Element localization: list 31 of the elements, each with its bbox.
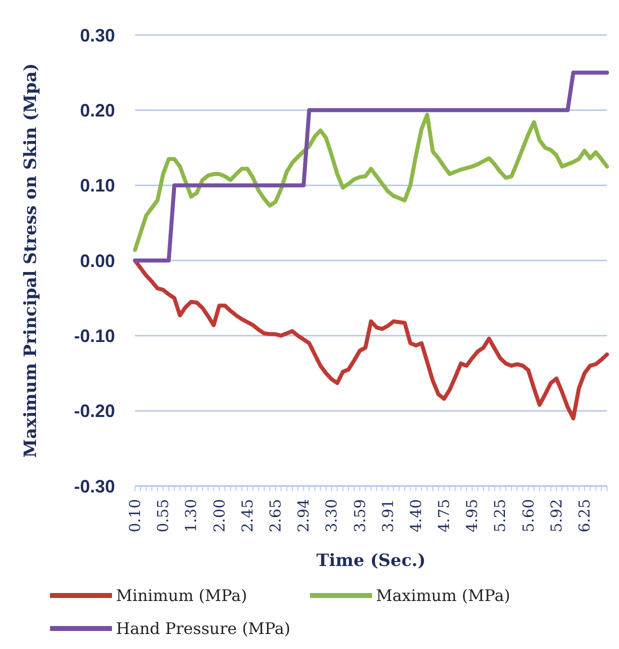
x-tick-label: 3.91	[378, 499, 397, 532]
y-tick-label: -0.30	[74, 476, 115, 496]
x-tick-label: 3.59	[350, 499, 369, 532]
x-tick-label: 6.25	[576, 499, 594, 532]
y-tick-label: 0.20	[80, 100, 115, 121]
legend-label: Hand Pressure (MPa)	[116, 619, 290, 638]
x-tick-label: 4.40	[406, 499, 425, 532]
y-tick-label: 0.00	[80, 250, 115, 271]
x-tick-label: 5.92	[547, 499, 566, 532]
y-tick-label: -0.20	[74, 401, 115, 422]
legend-label: Maximum (MPa)	[376, 586, 510, 605]
y-axis-title: Maximum Principal Stress on Skin (Mpa)	[21, 63, 42, 458]
line-series	[133, 112, 609, 252]
x-tick-label: 2.94	[294, 499, 313, 532]
line-series	[133, 70, 609, 262]
x-tick-label: 5.25	[491, 499, 510, 532]
legend-label: Minimum (MPa)	[116, 586, 248, 605]
x-tick-label: 2.45	[238, 499, 256, 532]
x-tick-label: 4.95	[463, 499, 482, 532]
y-tick-label: 0.30	[80, 25, 115, 46]
x-axis-title: Time (Sec.)	[316, 551, 426, 571]
x-tick-label: 4.75	[435, 499, 454, 532]
x-tick-label: 5.60	[519, 499, 538, 532]
x-tick-label: 0.55	[154, 499, 172, 532]
x-tick-label: 2.00	[210, 499, 228, 532]
x-tick-label: 1.30	[182, 499, 200, 532]
y-tick-label: 0.10	[80, 176, 115, 196]
y-tick-label: -0.10	[74, 326, 115, 346]
x-tick-label: 2.65	[266, 499, 284, 532]
x-tick-label: 3.30	[322, 499, 341, 532]
x-tick-label: 0.10	[126, 499, 144, 532]
